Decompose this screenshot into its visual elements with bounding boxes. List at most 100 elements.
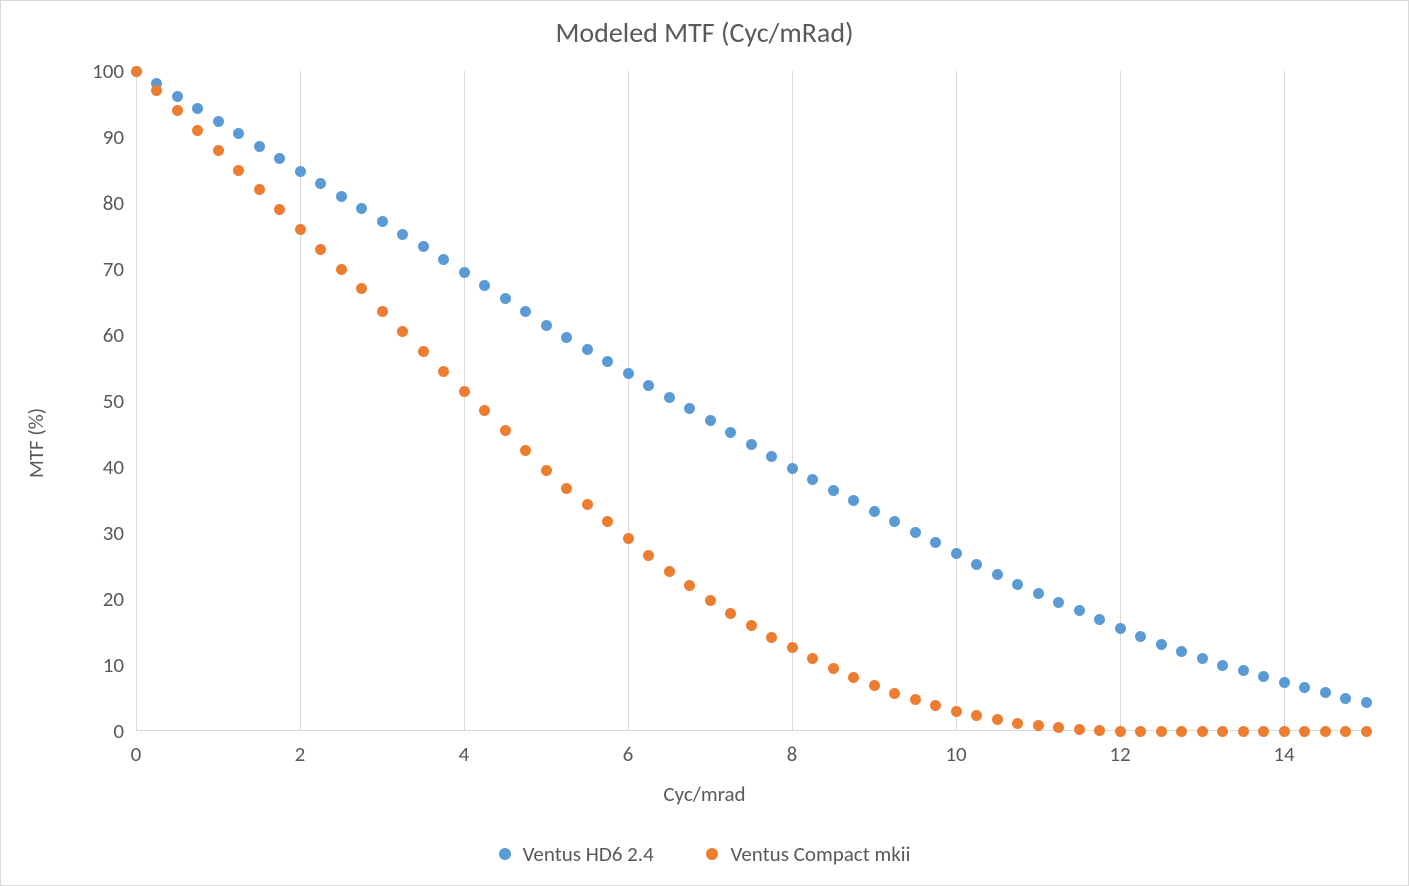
data-point-series-1	[664, 566, 675, 577]
data-point-series-1	[869, 680, 880, 691]
data-point-series-0	[992, 569, 1003, 580]
data-point-series-1	[1115, 726, 1126, 737]
data-point-series-1	[582, 499, 593, 510]
data-point-series-0	[1135, 631, 1146, 642]
data-point-series-0	[418, 241, 429, 252]
data-point-series-0	[643, 380, 654, 391]
data-point-series-0	[684, 403, 695, 414]
data-point-series-0	[541, 320, 552, 331]
data-point-series-0	[1156, 639, 1167, 650]
y-tick-label: 40	[103, 454, 136, 480]
chart-title: Modeled MTF (Cyc/mRad)	[1, 15, 1408, 50]
data-point-series-1	[1197, 726, 1208, 737]
legend-item-series-0: Ventus HD6 2.4	[499, 841, 654, 867]
data-point-series-0	[561, 332, 572, 343]
x-axis-title: Cyc/mrad	[663, 781, 745, 807]
data-point-series-1	[1238, 726, 1249, 737]
data-point-series-0	[479, 280, 490, 291]
y-tick-label: 100	[92, 58, 136, 84]
x-tick-label: 6	[623, 731, 634, 767]
data-point-series-1	[500, 425, 511, 436]
data-point-series-0	[889, 516, 900, 527]
data-point-series-1	[541, 465, 552, 476]
data-point-series-0	[336, 191, 347, 202]
data-point-series-0	[725, 427, 736, 438]
data-point-series-1	[336, 264, 347, 275]
gridline-vertical	[464, 71, 465, 731]
gridline-vertical	[136, 71, 137, 731]
data-point-series-0	[705, 415, 716, 426]
data-point-series-1	[377, 306, 388, 317]
data-point-series-0	[787, 463, 798, 474]
gridline-vertical	[1284, 71, 1285, 731]
data-point-series-1	[315, 244, 326, 255]
data-point-series-1	[889, 688, 900, 699]
data-point-series-1	[971, 710, 982, 721]
data-point-series-1	[1053, 722, 1064, 733]
data-point-series-1	[1176, 726, 1187, 737]
data-point-series-0	[828, 485, 839, 496]
y-tick-label: 60	[103, 322, 136, 348]
data-point-series-1	[848, 672, 859, 683]
data-point-series-1	[643, 550, 654, 561]
data-point-series-0	[1279, 677, 1290, 688]
y-tick-label: 70	[103, 256, 136, 282]
data-point-series-1	[1135, 726, 1146, 737]
data-point-series-1	[1299, 726, 1310, 737]
data-point-series-0	[1176, 646, 1187, 657]
data-point-series-1	[684, 580, 695, 591]
x-tick-label: 2	[295, 731, 306, 767]
data-point-series-0	[746, 439, 757, 450]
data-point-series-0	[869, 506, 880, 517]
data-point-series-1	[623, 533, 634, 544]
data-point-series-1	[131, 66, 142, 77]
data-point-series-1	[1320, 726, 1331, 737]
data-point-series-1	[254, 184, 265, 195]
data-point-series-0	[438, 254, 449, 265]
legend-marker-icon	[706, 848, 718, 860]
y-tick-label: 20	[103, 586, 136, 612]
data-point-series-0	[233, 128, 244, 139]
data-point-series-1	[1258, 726, 1269, 737]
data-point-series-1	[766, 632, 777, 643]
data-point-series-0	[582, 344, 593, 355]
data-point-series-0	[766, 451, 777, 462]
data-point-series-1	[418, 346, 429, 357]
data-point-series-0	[1012, 579, 1023, 590]
data-point-series-0	[254, 141, 265, 152]
data-point-series-0	[664, 392, 675, 403]
data-point-series-0	[315, 178, 326, 189]
data-point-series-0	[623, 368, 634, 379]
data-point-series-0	[500, 293, 511, 304]
data-point-series-0	[192, 103, 203, 114]
x-tick-label: 10	[945, 731, 966, 767]
data-point-series-0	[274, 153, 285, 164]
plot-area: 024681012140102030405060708090100	[136, 71, 1366, 731]
legend: Ventus HD6 2.4 Ventus Compact mkii	[1, 840, 1408, 867]
y-tick-label: 90	[103, 124, 136, 150]
y-axis-title: MTF (%)	[23, 408, 49, 478]
data-point-series-0	[213, 116, 224, 127]
x-tick-label: 4	[459, 731, 470, 767]
chart-container: Modeled MTF (Cyc/mRad) MTF (%) 024681012…	[0, 0, 1409, 886]
legend-label: Ventus Compact mkii	[730, 841, 910, 867]
data-point-series-1	[1279, 726, 1290, 737]
data-point-series-0	[295, 166, 306, 177]
data-point-series-1	[1033, 720, 1044, 731]
y-tick-label: 0	[113, 718, 136, 744]
data-point-series-1	[1361, 726, 1372, 737]
data-point-series-1	[746, 620, 757, 631]
data-point-series-0	[1217, 660, 1228, 671]
gridline-vertical	[628, 71, 629, 731]
data-point-series-1	[192, 125, 203, 136]
data-point-series-1	[397, 326, 408, 337]
gridline-vertical	[956, 71, 957, 731]
data-point-series-0	[1115, 623, 1126, 634]
y-tick-label: 10	[103, 652, 136, 678]
data-point-series-1	[910, 694, 921, 705]
data-point-series-1	[951, 706, 962, 717]
data-point-series-1	[828, 663, 839, 674]
data-point-series-1	[274, 204, 285, 215]
data-point-series-0	[459, 267, 470, 278]
data-point-series-1	[295, 224, 306, 235]
